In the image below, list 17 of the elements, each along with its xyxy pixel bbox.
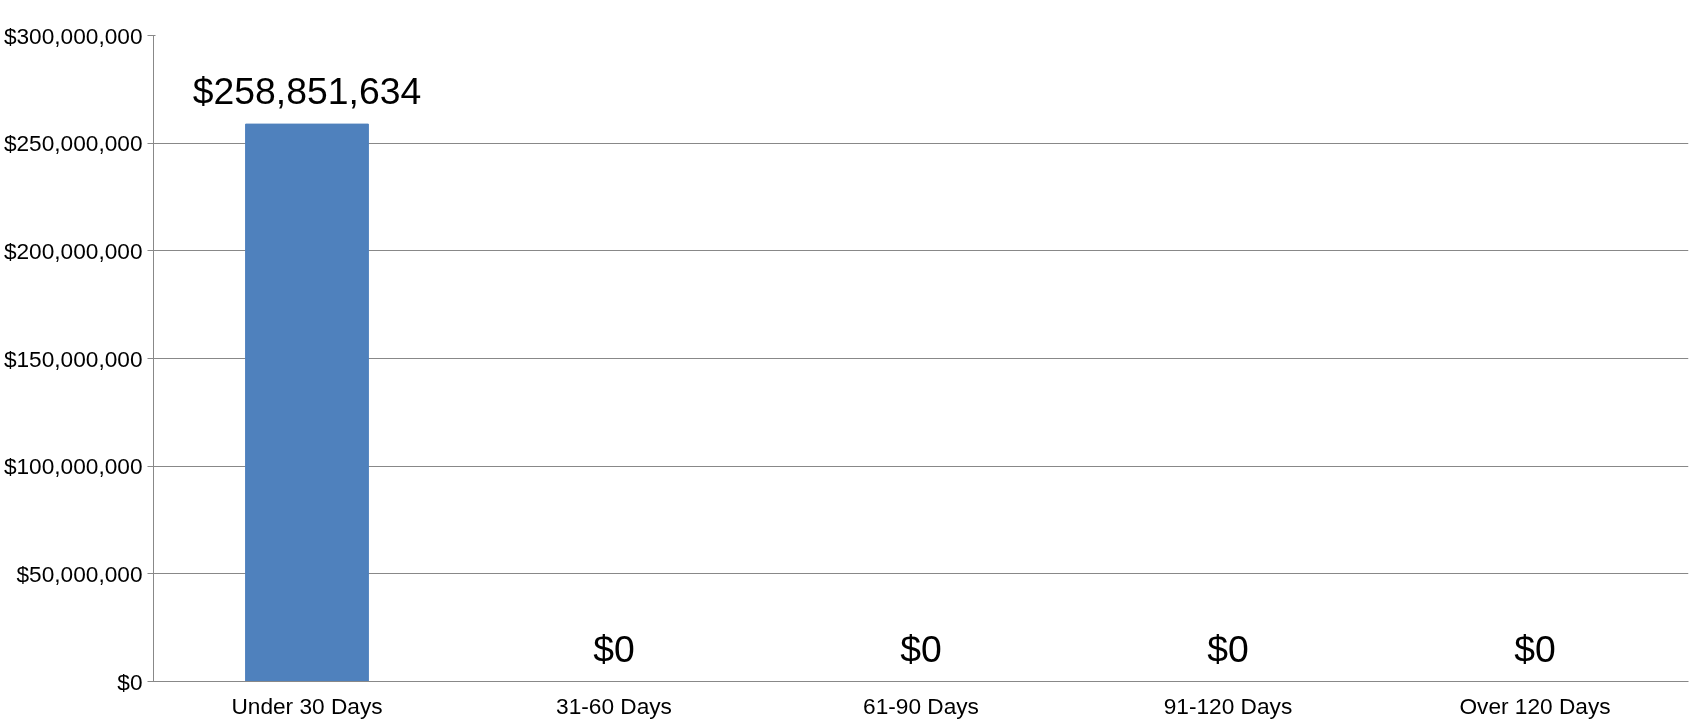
data-label: $258,851,634 — [192, 70, 422, 113]
data-label: $0 — [900, 627, 942, 670]
y-tick-label: $50,000,000 — [16, 560, 143, 587]
y-tick-label: $100,000,000 — [3, 453, 143, 480]
data-label: $0 — [1207, 627, 1249, 670]
y-tick-label: $150,000,000 — [3, 345, 143, 372]
y-tick-label: $200,000,000 — [3, 237, 143, 264]
x-tick-label: 31-60 Days — [556, 692, 672, 719]
data-label: $0 — [593, 627, 635, 670]
y-tick-label: $250,000,000 — [3, 130, 143, 157]
x-tick-label: 91-120 Days — [1163, 692, 1293, 719]
y-tick-label: $0 — [117, 668, 143, 695]
x-tick-label: Over 120 Days — [1459, 692, 1611, 719]
x-tick-label: Under 30 Days — [231, 692, 383, 719]
data-label: $0 — [1514, 627, 1556, 670]
y-tick-label: $300,000,000 — [3, 22, 143, 49]
x-tick-label: 61-90 Days — [863, 692, 979, 719]
